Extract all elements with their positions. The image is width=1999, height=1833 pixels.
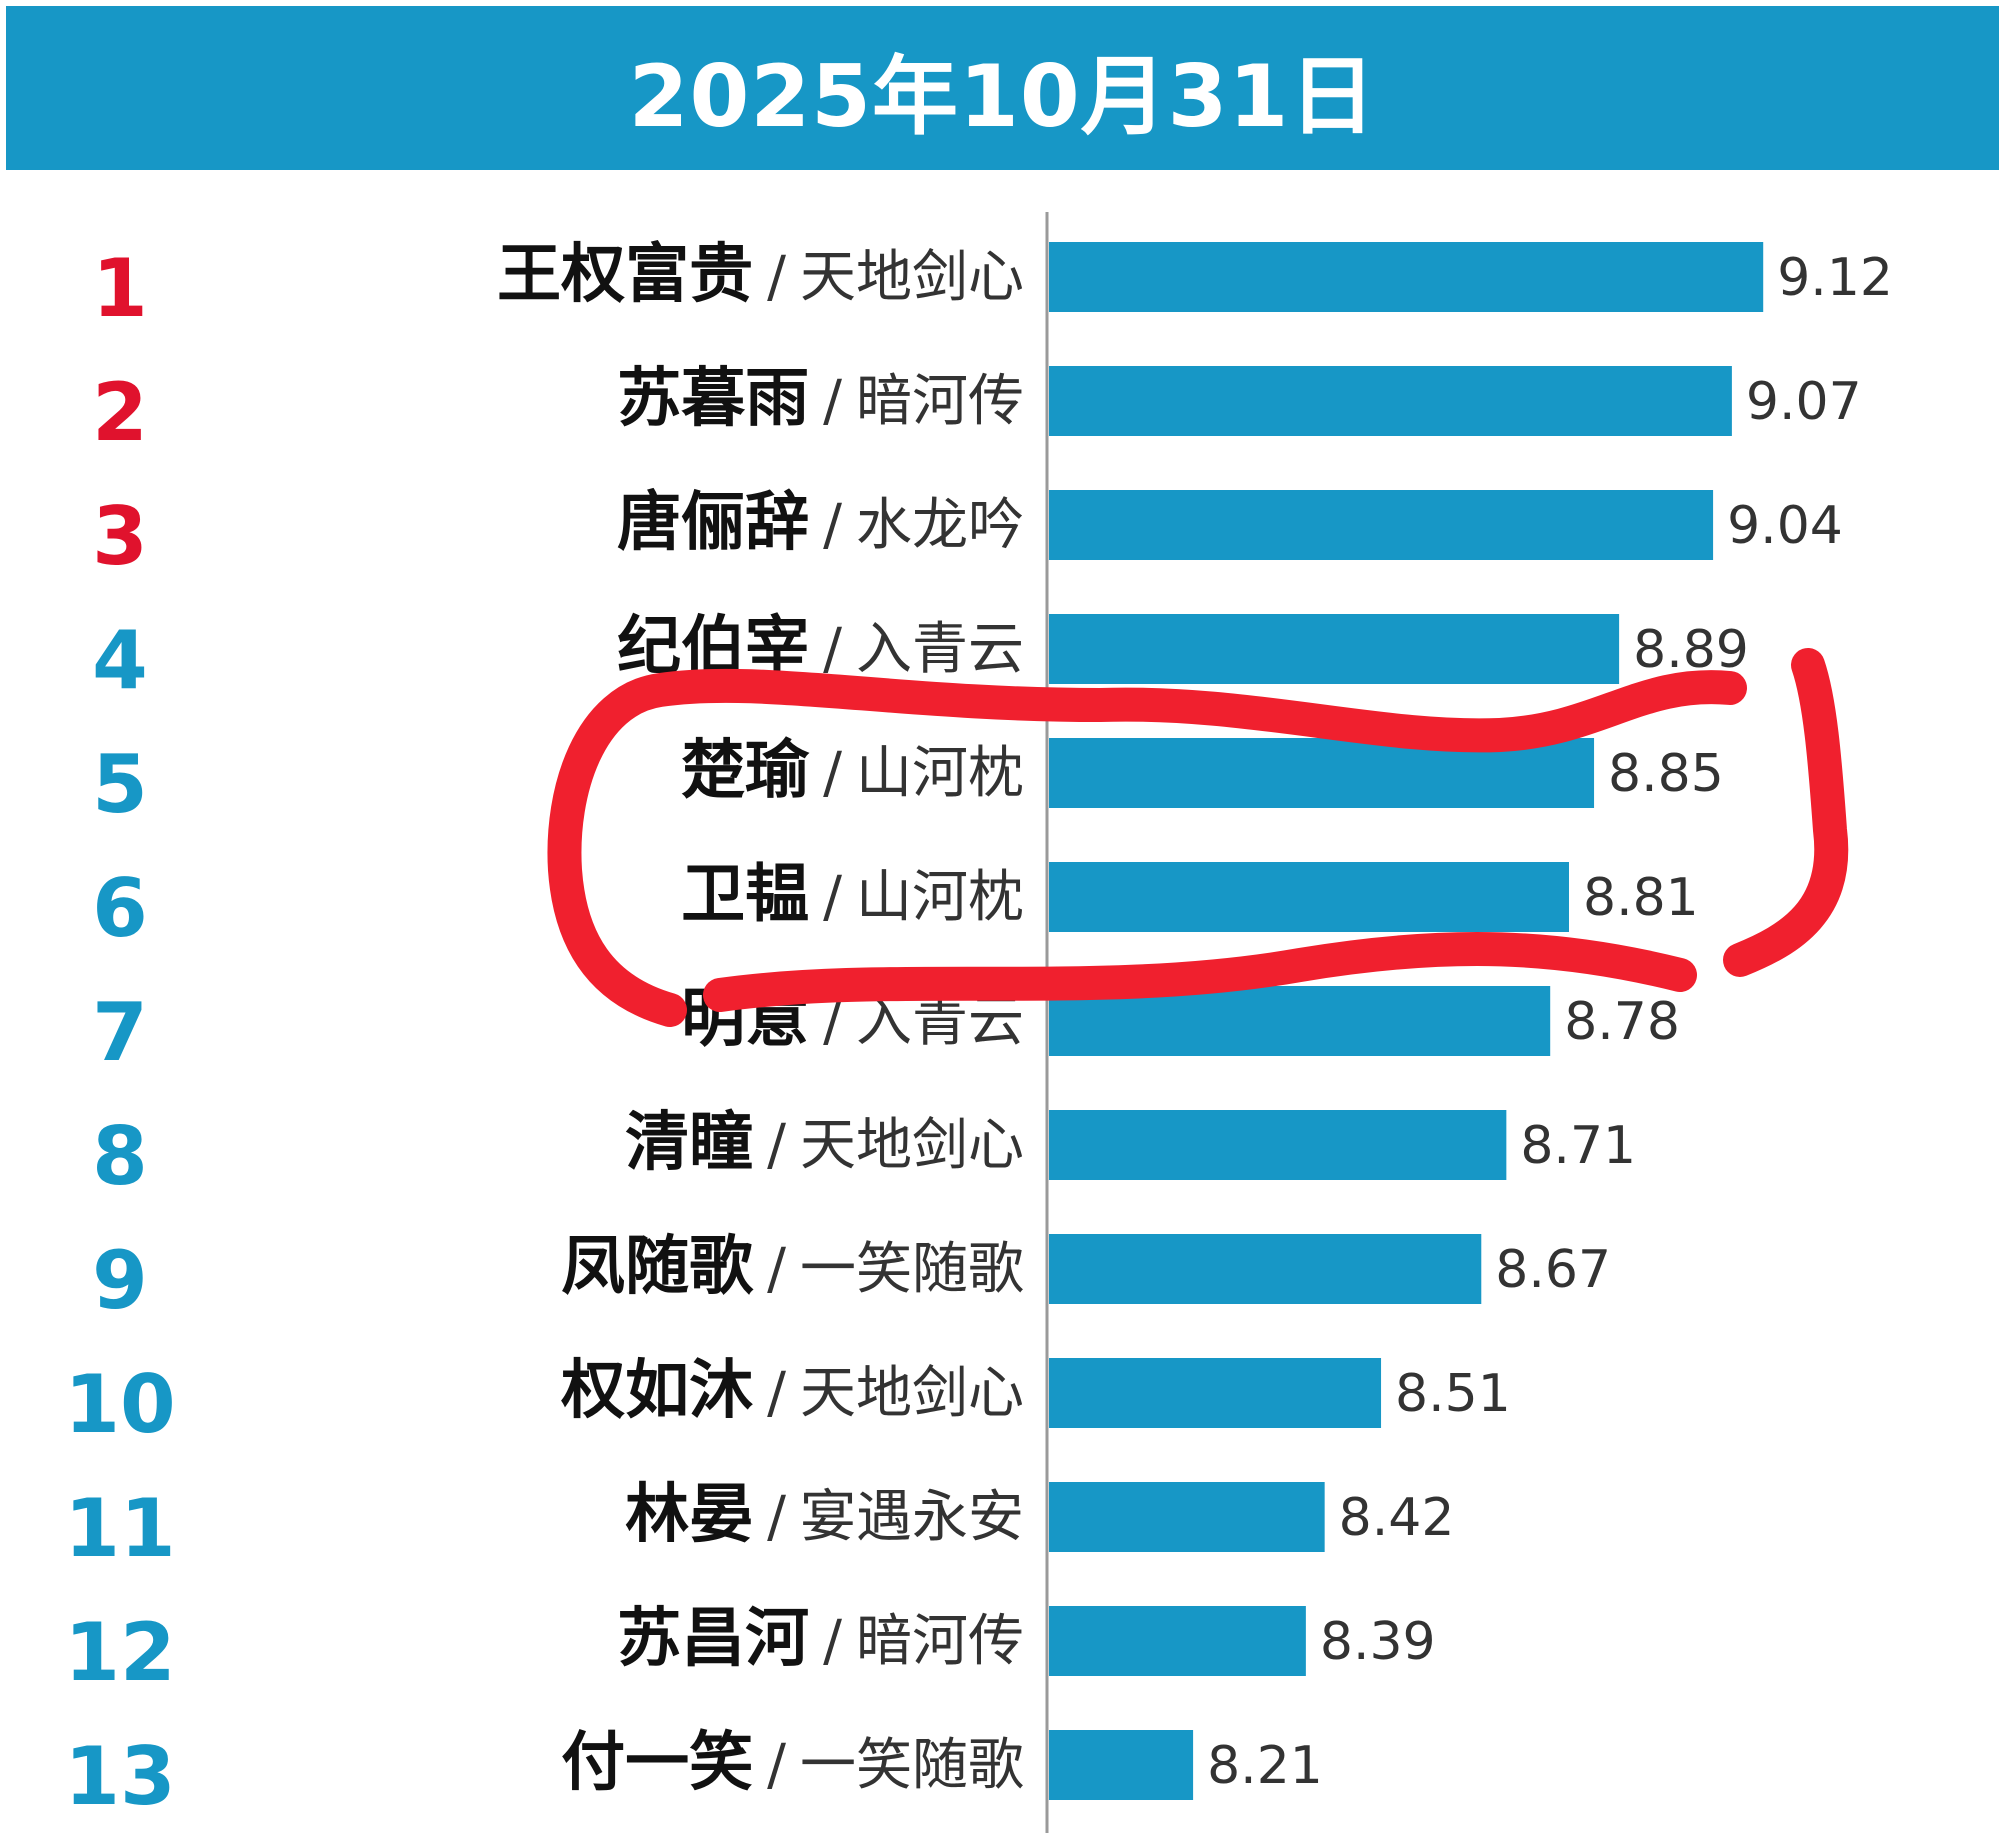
- character-name: 清瞳: [625, 1106, 754, 1180]
- bar-rank-3: [1049, 490, 1714, 560]
- drama-title: 天地剑心: [800, 1113, 1024, 1178]
- value-label-rank-4: 8.89: [1633, 620, 1749, 680]
- rank-number-5: 5: [92, 738, 148, 831]
- value-label-rank-11: 8.42: [1339, 1488, 1455, 1548]
- label-separator: /: [767, 1733, 786, 1798]
- drama-title: 宴遇永安: [800, 1485, 1024, 1550]
- character-name: 苏暮雨: [617, 362, 810, 436]
- drama-title: 暗河传: [856, 1609, 1024, 1674]
- drama-title: 暗河传: [856, 369, 1024, 434]
- character-name: 付一笑: [561, 1726, 754, 1800]
- category-label-rank-1: 王权富贵 / 天地剑心: [497, 243, 1024, 307]
- bar-rank-7: [1049, 986, 1551, 1056]
- character-name: 凤随歌: [561, 1230, 754, 1304]
- bar-rank-5: [1049, 738, 1595, 808]
- value-label-rank-7: 8.78: [1564, 992, 1680, 1052]
- value-label-rank-13: 8.21: [1207, 1736, 1323, 1796]
- label-separator: /: [767, 1113, 786, 1178]
- category-label-rank-13: 付一笑 / 一笑随歌: [561, 1731, 1024, 1795]
- character-name: 王权富贵: [497, 238, 754, 312]
- bar-rank-11: [1049, 1482, 1325, 1552]
- rank-number-2: 2: [92, 366, 148, 459]
- label-separator: /: [767, 245, 786, 310]
- bar-rank-12: [1049, 1606, 1306, 1676]
- character-name: 林晏: [625, 1478, 754, 1552]
- rank-number-7: 7: [92, 986, 148, 1079]
- value-label-rank-6: 8.81: [1583, 868, 1699, 928]
- value-label-rank-3: 9.04: [1727, 496, 1843, 556]
- value-label-rank-2: 9.07: [1746, 372, 1862, 432]
- bar-rank-10: [1049, 1358, 1382, 1428]
- value-label-rank-12: 8.39: [1320, 1612, 1436, 1672]
- label-separator: /: [767, 1361, 786, 1426]
- rank-number-9: 9: [92, 1234, 148, 1327]
- rank-number-12: 12: [64, 1606, 176, 1699]
- bar-rank-1: [1049, 242, 1764, 312]
- bar-rank-9: [1049, 1234, 1482, 1304]
- drama-title: 一笑随歌: [800, 1733, 1024, 1798]
- drama-title: 水龙吟: [856, 493, 1024, 558]
- label-separator: /: [823, 1609, 842, 1674]
- rank-number-13: 13: [64, 1730, 176, 1823]
- drama-title: 一笑随歌: [800, 1237, 1024, 1302]
- bar-rank-4: [1049, 614, 1620, 684]
- chart-title: 2025年10月31日: [628, 46, 1377, 147]
- value-label-rank-9: 8.67: [1495, 1240, 1611, 1300]
- value-label-rank-8: 8.71: [1520, 1116, 1636, 1176]
- rank-number-11: 11: [64, 1482, 176, 1575]
- label-separator: /: [823, 493, 842, 558]
- rank-number-1: 1: [92, 242, 148, 335]
- category-label-rank-11: 林晏 / 宴遇永安: [625, 1483, 1024, 1547]
- rank-number-3: 3: [92, 490, 148, 583]
- bar-rank-6: [1049, 862, 1569, 932]
- rank-number-8: 8: [92, 1110, 148, 1203]
- header-banner: 2025年10月31日: [6, 6, 1999, 170]
- category-label-rank-8: 清瞳 / 天地剑心: [625, 1111, 1024, 1175]
- rank-number-4: 4: [92, 614, 148, 707]
- character-name: 唐俪辞: [617, 486, 810, 560]
- label-separator: /: [767, 1485, 786, 1550]
- category-label-rank-3: 唐俪辞 / 水龙吟: [617, 491, 1024, 555]
- rank-number-6: 6: [92, 862, 148, 955]
- value-label-rank-1: 9.12: [1777, 248, 1893, 308]
- top-strip: [0, 0, 1999, 6]
- bar-rank-13: [1049, 1730, 1194, 1800]
- category-label-rank-12: 苏昌河 / 暗河传: [617, 1607, 1024, 1671]
- drama-title: 天地剑心: [800, 245, 1024, 310]
- rank-number-10: 10: [64, 1358, 176, 1451]
- bar-rank-2: [1049, 366, 1732, 436]
- label-separator: /: [767, 1237, 786, 1302]
- character-name: 权如沐: [561, 1354, 754, 1428]
- category-label-rank-2: 苏暮雨 / 暗河传: [617, 367, 1024, 431]
- character-name: 苏昌河: [617, 1602, 810, 1676]
- value-label-rank-10: 8.51: [1395, 1364, 1511, 1424]
- category-label-rank-9: 凤随歌 / 一笑随歌: [561, 1235, 1024, 1299]
- value-label-rank-5: 8.85: [1608, 744, 1724, 804]
- bar-rank-8: [1049, 1110, 1507, 1180]
- drama-title: 天地剑心: [800, 1361, 1024, 1426]
- label-separator: /: [823, 369, 842, 434]
- category-label-rank-10: 权如沐 / 天地剑心: [561, 1359, 1024, 1423]
